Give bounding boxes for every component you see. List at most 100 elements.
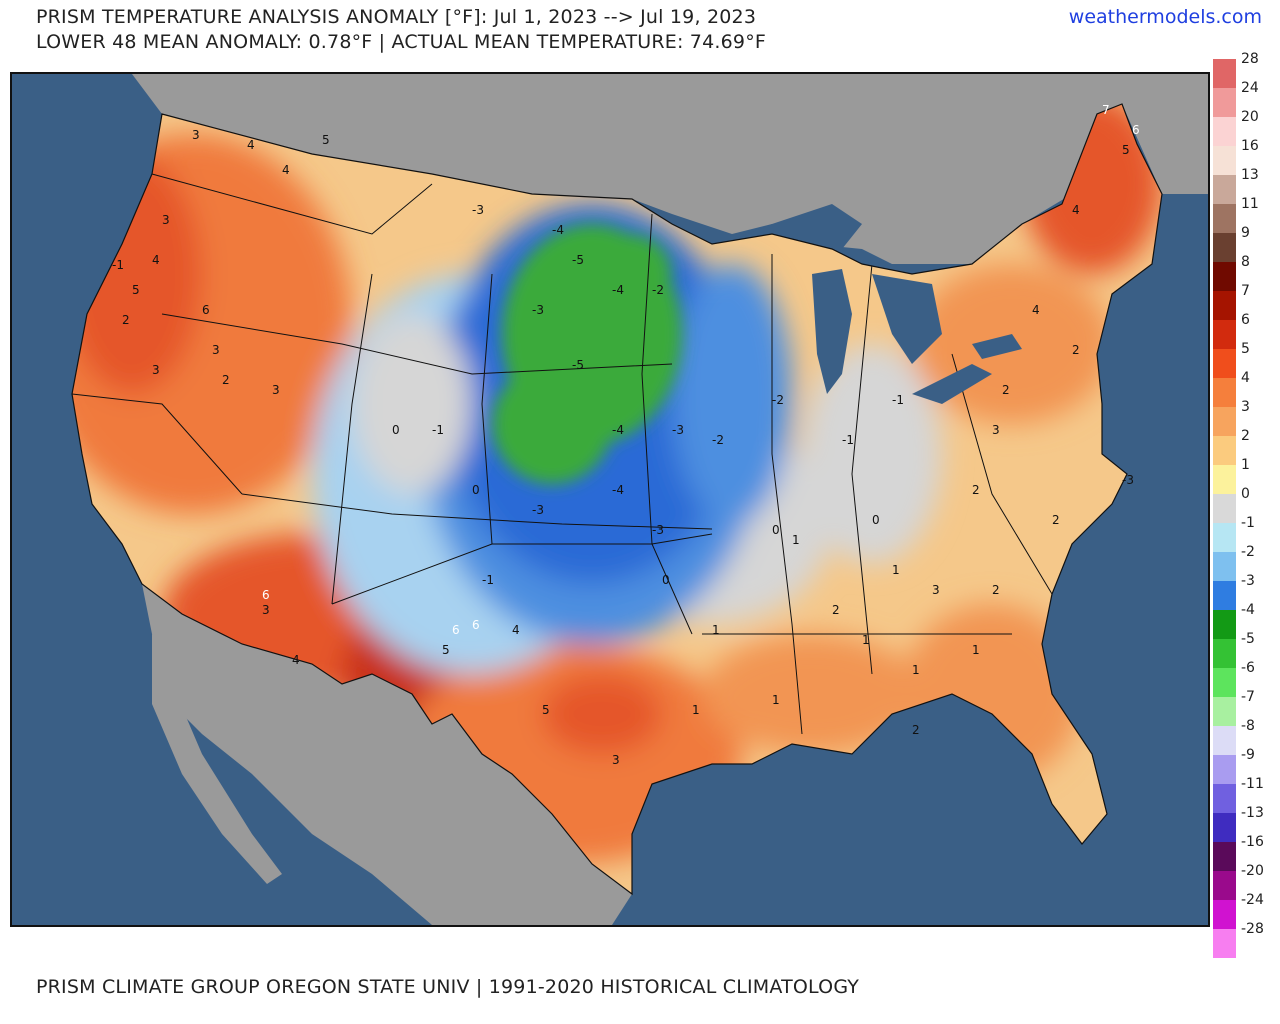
legend-label: 5 <box>1241 341 1250 357</box>
legend-entry: -20 <box>1213 863 1273 900</box>
anomaly-value-label: 4 <box>247 138 255 152</box>
anomaly-value-label: -2 <box>772 393 784 407</box>
site-link[interactable]: weathermodels.com <box>1068 6 1262 28</box>
legend-label: -1 <box>1241 515 1255 531</box>
legend-label: -3 <box>1241 573 1255 589</box>
legend-entry: 3 <box>1213 399 1273 436</box>
anomaly-value-label: 5 <box>542 703 550 717</box>
legend-label: 0 <box>1241 486 1250 502</box>
legend-swatch <box>1213 494 1236 523</box>
legend-label: 11 <box>1241 196 1259 212</box>
legend-swatch <box>1213 117 1236 146</box>
anomaly-value-label: 1 <box>912 663 920 677</box>
legend-label: 6 <box>1241 312 1250 328</box>
us-border <box>71 103 1163 896</box>
lake-huron <box>872 274 942 364</box>
legend-label: 24 <box>1241 80 1259 96</box>
lake-ontario <box>972 334 1022 359</box>
anomaly-value-label: -5 <box>572 358 584 372</box>
anomaly-value-label: 3 <box>932 583 940 597</box>
anomaly-value-label: 1 <box>692 703 700 717</box>
legend-swatch <box>1213 871 1236 900</box>
anomaly-value-label: 4 <box>292 653 300 667</box>
lake-michigan <box>812 269 852 394</box>
anomaly-value-label: 2 <box>832 603 840 617</box>
legend-label: 20 <box>1241 109 1259 125</box>
anomaly-value-label: 2 <box>972 483 980 497</box>
anomaly-value-label: 3 <box>272 383 280 397</box>
legend-swatch <box>1213 436 1236 465</box>
legend-swatch <box>1213 900 1236 929</box>
legend-swatch <box>1213 204 1236 233</box>
legend-label: -2 <box>1241 544 1255 560</box>
legend-label: 28 <box>1241 51 1259 67</box>
legend-entry: 4 <box>1213 370 1273 407</box>
legend-swatch <box>1213 668 1236 697</box>
legend-entry: -6 <box>1213 660 1273 697</box>
anomaly-value-label: 3 <box>162 213 170 227</box>
baja-peninsula <box>152 634 282 884</box>
anomaly-value-label: 6 <box>472 618 480 632</box>
legend-swatch <box>1213 523 1236 552</box>
anomaly-value-label: 3 <box>992 423 1000 437</box>
legend-label: 2 <box>1241 428 1250 444</box>
legend-swatch <box>1213 378 1236 407</box>
legend-entry: 7 <box>1213 283 1273 320</box>
anomaly-value-label: -4 <box>612 283 624 297</box>
anomaly-value-label: 2 <box>1002 383 1010 397</box>
anomaly-value-label: 4 <box>512 623 520 637</box>
legend-swatch <box>1213 697 1236 726</box>
anomaly-map: 3 4 4 5 3 -1 4 5 2 3 3 2 6 3 -3 -4 -5 -4 -3 -2 -5 -4 -3 -2 0 -1 0-… <box>10 72 1210 927</box>
legend-entry: 9 <box>1213 225 1273 262</box>
anomaly-value-label: 6 <box>452 623 460 637</box>
anomaly-value-label: 0 <box>772 523 780 537</box>
anomaly-value-label: -2 <box>712 433 724 447</box>
anomaly-value-label: 4 <box>1072 203 1080 217</box>
anomaly-value-label: 5 <box>132 283 140 297</box>
anomaly-value-label: 3 <box>192 128 200 142</box>
legend-swatch <box>1213 639 1236 668</box>
legend-swatch <box>1213 320 1236 349</box>
anomaly-value-label: 2 <box>222 373 230 387</box>
mexico-landmass <box>142 584 632 925</box>
anomaly-value-label: 0 <box>392 423 400 437</box>
legend-label: -6 <box>1241 660 1255 676</box>
anomaly-value-label: 6 <box>1132 123 1140 137</box>
anomaly-value-label: 3 <box>152 363 160 377</box>
legend-swatch <box>1213 407 1236 436</box>
legend-entry: 2 <box>1213 428 1273 465</box>
legend-entry: -16 <box>1213 834 1273 871</box>
anomaly-value-label: 1 <box>892 563 900 577</box>
anomaly-value-label: -1 <box>482 573 494 587</box>
legend-swatch <box>1213 465 1236 494</box>
anomaly-value-label: 5 <box>322 133 330 147</box>
map-title: PRISM TEMPERATURE ANALYSIS ANOMALY [°F]:… <box>36 6 757 28</box>
legend-entry: 5 <box>1213 341 1273 378</box>
map-subtitle: LOWER 48 MEAN ANOMALY: 0.78°F | ACTUAL M… <box>36 31 767 53</box>
anomaly-value-label: 1 <box>772 693 780 707</box>
color-legend: 28 24 20 16 13 11 9 8 7 6 5 4 3 2 1 0 -1 -2 -3 -4 -5 -6 -7 -8 -9… <box>1213 51 1273 958</box>
legend-entry: -28 <box>1213 921 1273 958</box>
legend-label: 4 <box>1241 370 1250 386</box>
anomaly-value-label: 6 <box>262 588 270 602</box>
footer-credit: PRISM CLIMATE GROUP OREGON STATE UNIV | … <box>36 976 860 998</box>
anomaly-value-label: -5 <box>572 253 584 267</box>
anomaly-value-label: -3 <box>532 503 544 517</box>
legend-swatch <box>1213 813 1236 842</box>
anomaly-value-label: 4 <box>282 163 290 177</box>
legend-entry: 1 <box>1213 457 1273 494</box>
anomaly-value-label: 3 <box>262 603 270 617</box>
legend-swatch <box>1213 175 1236 204</box>
anomaly-value-label: -1 <box>892 393 904 407</box>
legend-label: -20 <box>1241 863 1264 879</box>
anomaly-value-label: 3 <box>612 753 620 767</box>
legend-swatch <box>1213 146 1236 175</box>
legend-entry: -11 <box>1213 776 1273 813</box>
legend-entry: 11 <box>1213 196 1273 233</box>
anomaly-value-label: -3 <box>472 203 484 217</box>
legend-label: 13 <box>1241 167 1259 183</box>
legend-entry: 0 <box>1213 486 1273 523</box>
anomaly-value-label: 0 <box>662 573 670 587</box>
legend-entry: -1 <box>1213 515 1273 552</box>
legend-entry: -7 <box>1213 689 1273 726</box>
